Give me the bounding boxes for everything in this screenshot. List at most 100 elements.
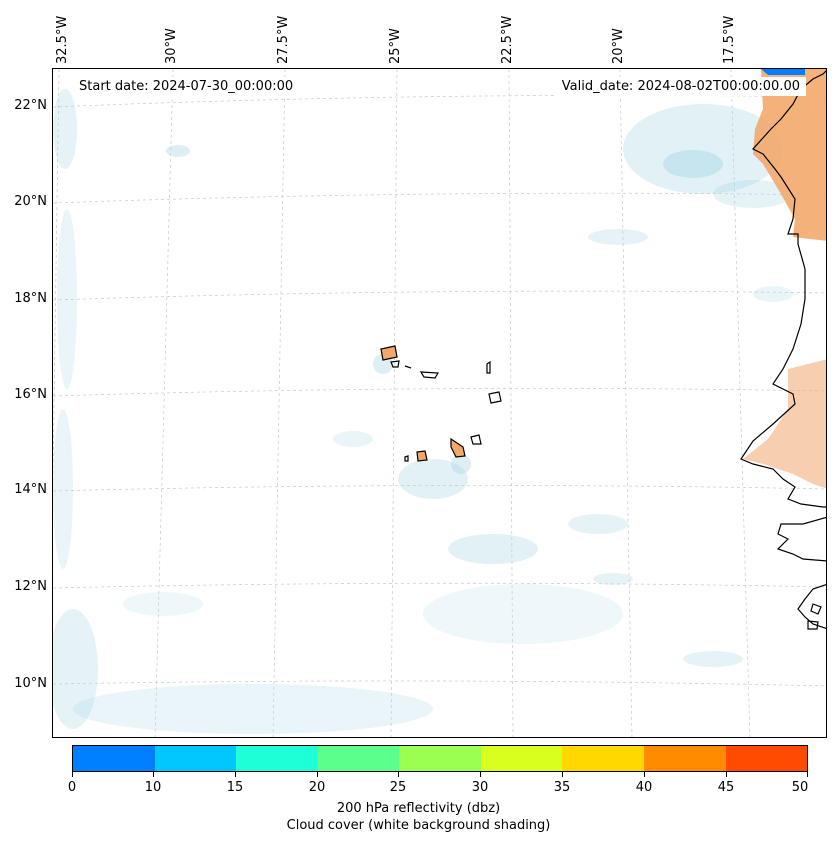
colorbar-label-0: 0 <box>67 780 77 795</box>
lon-label-20w: 20°W <box>611 28 626 64</box>
colorbar-label-45: 45 <box>717 780 735 795</box>
start-date-label: Start date: 2024-07-30_00:00:00 <box>73 77 300 96</box>
colorbar-label-15: 15 <box>226 780 244 795</box>
colorbar-segment-25-30 <box>399 746 481 771</box>
lon-label-27-5w: 27.5°W <box>276 15 291 64</box>
colorbar-label-40: 40 <box>635 780 653 795</box>
colorbar-segment-30-35 <box>480 746 563 771</box>
reflectivity-patch <box>761 69 805 75</box>
cloud-patch <box>568 514 628 534</box>
lat-label-10n: 10°N <box>14 676 47 691</box>
island-boa-vista <box>488 391 502 404</box>
island-brava <box>404 455 409 462</box>
lat-label-22n: 22°N <box>14 98 47 113</box>
lat-label-18n: 18°N <box>14 291 47 306</box>
cloud-patch <box>451 454 471 474</box>
colorbar-tick <box>235 772 236 777</box>
gridline-14n <box>53 485 826 492</box>
colorbar-segment-0-10 <box>73 746 155 771</box>
lat-label-20n: 20°N <box>14 194 47 209</box>
island-sao-nicolau <box>419 371 440 379</box>
coastline-west-africa <box>740 70 826 508</box>
colorbar-segment-10-15 <box>154 746 237 771</box>
island-maio <box>470 434 482 445</box>
island-bijagos <box>807 620 819 630</box>
cloud-patch <box>588 229 648 245</box>
gridline-18n <box>53 290 826 301</box>
cloud-patch <box>753 286 793 302</box>
gridline-17-5w <box>730 69 751 737</box>
lon-label-25w: 25°W <box>388 28 403 64</box>
island-fogo <box>416 450 428 462</box>
lat-label-16n: 16°N <box>14 387 47 402</box>
colorbar-segment-45-50 <box>725 746 808 771</box>
lon-label-30w: 30°W <box>164 28 179 64</box>
island-santo-antao <box>380 345 398 361</box>
map-canvas <box>53 69 826 737</box>
cloud-cover-shading <box>53 89 793 734</box>
valid-date-label: Valid_date: 2024-08-02T00:00:00.00 <box>555 77 806 96</box>
colorbar-tick <box>153 772 154 777</box>
cloud-patch <box>53 409 73 569</box>
map-panel[interactable]: Start date: 2024-07-30_00:00:00 Valid_da… <box>52 68 827 738</box>
colorbar-label-20: 20 <box>308 780 326 795</box>
cloud-patch <box>398 459 468 499</box>
cloud-patch <box>73 684 433 734</box>
colorbar-label-10: 10 <box>144 780 162 795</box>
gridline-30w <box>154 69 174 737</box>
colorbar-segment-20-25 <box>317 746 400 771</box>
gridline-16n <box>53 388 826 397</box>
gridline-20n <box>53 192 826 204</box>
colorbar-label-50: 50 <box>791 780 809 795</box>
cloud-patch <box>593 573 633 585</box>
island-santiago <box>450 437 466 458</box>
cloud-patch <box>663 150 723 178</box>
colorbar-tick <box>398 772 399 777</box>
island-bijagos <box>810 603 822 615</box>
cloud-patch <box>333 431 373 447</box>
island-shading-santo-antao <box>381 346 397 360</box>
colorbar-tick <box>562 772 563 777</box>
cloud-patch <box>683 651 743 667</box>
cloud-patch <box>53 89 77 169</box>
colorbar-label-25: 25 <box>389 780 407 795</box>
cloud-patch <box>123 592 203 616</box>
lon-label-17-5w: 17.5°W <box>722 15 737 64</box>
colorbar-segment-35-40 <box>562 746 644 771</box>
island-shading-fogo <box>417 451 427 461</box>
land-shading-south <box>743 359 826 489</box>
colorbar-tick <box>644 772 645 777</box>
colorbar-title: 200 hPa reflectivity (dbz) <box>336 801 501 816</box>
colorbar-tick <box>726 772 727 777</box>
land-shading <box>381 69 826 489</box>
colorbar-tick <box>317 772 318 777</box>
gridline-22-5w <box>508 69 514 737</box>
cloud-patch <box>166 145 190 157</box>
coastlines <box>380 70 826 630</box>
colorbar-subtitle: Cloud cover (white background shading) <box>286 818 551 833</box>
gridline-12n <box>53 582 826 589</box>
cloud-patch <box>623 104 783 194</box>
island-santa-luzia <box>404 365 412 369</box>
lon-label-32-5w: 32.5°W <box>55 15 70 64</box>
cloud-patch <box>448 534 538 564</box>
gridline-25w <box>390 69 398 737</box>
gridline-10n <box>53 680 826 687</box>
island-sal <box>486 360 491 374</box>
island-sao-vicente <box>390 360 400 368</box>
colorbar-segment-15-20 <box>236 746 318 771</box>
colorbar-tick <box>807 772 808 777</box>
colorbar-label-30: 30 <box>471 780 489 795</box>
coastline-gambia-guinea <box>776 516 826 562</box>
gridline-22n <box>53 95 826 108</box>
graticule <box>53 69 826 737</box>
colorbar-tick <box>72 772 73 777</box>
lat-label-12n: 12°N <box>14 579 47 594</box>
island-shading-santiago <box>451 439 465 457</box>
cloud-patch <box>423 584 623 644</box>
lon-label-22-5w: 22.5°W <box>500 15 515 64</box>
colorbar-label-35: 35 <box>553 780 571 795</box>
colorbar-tick <box>480 772 481 777</box>
cloud-patch <box>57 209 77 389</box>
gridline-20w <box>619 69 633 737</box>
